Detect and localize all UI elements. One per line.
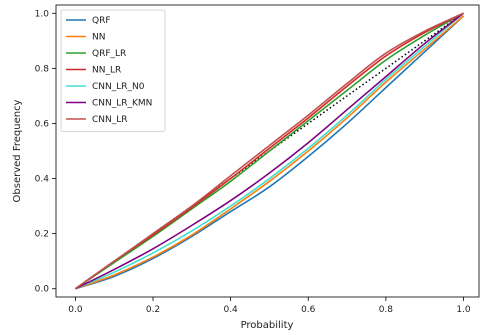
legend-label: QRF_LR: [92, 49, 126, 59]
y-tick-label: 0.0: [35, 285, 50, 295]
legend-label: CNN_LR: [92, 115, 128, 125]
x-tick-label: 0.4: [223, 305, 238, 315]
series-layer: [74, 12, 465, 290]
y-tick-label: 0.4: [35, 175, 50, 185]
x-tick-label: 0.0: [68, 305, 83, 315]
legend-label: NN_LR: [92, 66, 121, 76]
series-line-nn: [75, 15, 464, 290]
x-tick-label: 1.0: [456, 305, 471, 315]
y-tick-label: 0.6: [35, 119, 50, 129]
series-line-qrf-lr: [74, 12, 464, 290]
ticks-layer: 0.0 0.2 0.4 0.6 0.8 1.0 0.0 0.2 0.4 0.6 0.8 1.0: [35, 9, 471, 315]
legend-label: NN: [92, 33, 105, 43]
x-axis-label: Probability: [241, 320, 294, 331]
series-line-nn-lr: [74, 12, 464, 290]
series-line-qrf: [75, 15, 465, 290]
series-line-cnn-lr-kmn: [75, 12, 464, 290]
legend-label: QRF: [92, 16, 111, 26]
series-line-cnn-lr: [74, 12, 464, 290]
x-tick-label: 0.6: [301, 305, 316, 315]
y-tick-label: 0.2: [35, 230, 49, 240]
x-tick-label: 0.8: [379, 305, 394, 315]
y-tick-label: 0.8: [35, 64, 50, 74]
reference-line-layer: [74, 12, 464, 290]
y-tick-label: 1.0: [35, 9, 50, 19]
y-axis-label: Observed Frequency: [12, 99, 23, 202]
perfect-calibration-line: [74, 12, 464, 290]
legend-label: CNN_LR_N0: [92, 82, 145, 92]
plot-frame: [55, 4, 480, 298]
legend-box: [60, 9, 166, 132]
legend: QRF NN QRF_LR NN_LR CNN_LR_N0 CNN_LR_KMN CNN_L…: [60, 9, 166, 132]
series-line-cnn-lr-n0: [75, 12, 464, 290]
x-tick-label: 0.2: [146, 305, 160, 315]
legend-label: CNN_LR_KMN: [92, 99, 152, 109]
